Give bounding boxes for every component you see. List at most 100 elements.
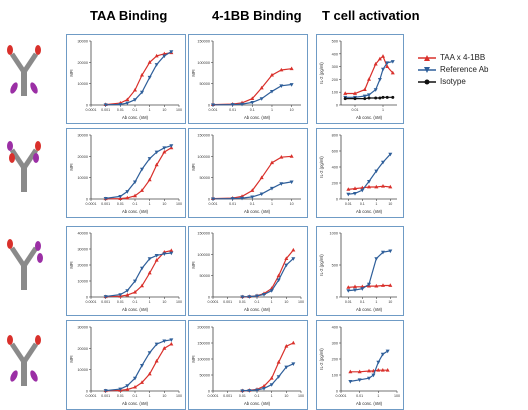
column-header-tcell: T cell activation [322, 8, 420, 23]
series-line-ref [105, 339, 172, 392]
data-point-taa [269, 160, 274, 165]
y-axis-label: MFI [191, 261, 196, 268]
data-point-taa [269, 72, 274, 77]
chart-svg: 0 10000 20000 30000 0.0001 0.001 0.01 0.1 1 10 100… [69, 326, 182, 407]
data-point-taa [259, 175, 264, 180]
y-tick-label: 10000 [77, 176, 88, 180]
data-point-ref [377, 78, 382, 82]
data-point-ref [154, 150, 159, 155]
chart-svg: 0 10000 20000 30000 40000 0.0001 0.001 0.01 0.1 1… [69, 232, 182, 313]
data-point-ref [255, 294, 259, 299]
series-line-taa [212, 155, 292, 200]
data-point-ref [118, 293, 123, 297]
x-tick-label: 0.001 [209, 202, 218, 206]
y-tick-label: 1000 [330, 232, 338, 236]
y-tick-label: 100000 [197, 253, 210, 257]
chart-panel: 0 100 200 300 400 0.0001 0.01 1 100 Ab conc. (nM)… [316, 320, 404, 410]
series-line-taa [105, 147, 172, 200]
data-point-ref [289, 180, 294, 185]
legend-label: Isotype [440, 77, 466, 86]
x-tick-label: 0.01 [239, 300, 246, 304]
data-point-taa [385, 64, 390, 68]
data-point-ref [390, 60, 395, 64]
data-point-taa [139, 380, 144, 384]
x-tick-label: 0.0001 [86, 300, 97, 304]
data-point-ref [147, 257, 152, 261]
y-tick-label: 800 [332, 134, 338, 138]
data-point-ref [118, 387, 123, 392]
data-point-ref [367, 282, 371, 287]
x-tick-label: 0.01 [239, 394, 246, 398]
data-point-ref [374, 257, 379, 261]
data-point-taa [133, 87, 137, 92]
data-point-ref [169, 251, 174, 256]
data-point-taa [133, 193, 137, 198]
data-point-taa [250, 96, 255, 100]
data-point-ref [162, 54, 167, 59]
legend-marker-taa [418, 55, 436, 61]
y-tick-label: 0 [86, 104, 88, 108]
chart-panel: 0 10000 20000 30000 0.0001 0.001 0.01 0.1 1 10 100… [66, 34, 186, 124]
data-point-ref [133, 180, 137, 185]
x-tick-label: 1 [271, 300, 273, 304]
y-tick-label: 0 [208, 198, 210, 202]
chart-panel: 0 10000 20000 30000 0.0001 0.001 0.01 0.1 1 10 100… [66, 320, 186, 410]
data-point-ref [211, 197, 215, 201]
data-point-taa [376, 368, 381, 372]
data-point-taa [125, 292, 130, 297]
y-axis-label: MFI [69, 163, 74, 170]
x-tick-label: 0.001 [101, 108, 110, 112]
data-point-taa [162, 51, 167, 56]
y-tick-label: 20000 [77, 155, 88, 159]
data-point-ref [269, 89, 274, 94]
y-tick-label: 10000 [77, 82, 88, 86]
y-tick-label: 300 [332, 65, 338, 69]
chart-panel: 0 200 400 600 800 0.01 0.1 1 10 Ab conc. (nM) IL-2… [316, 128, 404, 218]
y-tick-label: 100000 [197, 61, 210, 65]
data-point-ref [169, 144, 174, 148]
data-point-ref [125, 384, 130, 388]
chart-svg: 0 50000 100000 150000 0.001 0.01 0.1 1 10 Ab conc… [191, 40, 301, 120]
data-point-taa [367, 368, 371, 373]
x-tick-label: 0.01 [117, 108, 124, 112]
y-tick-label: 50000 [199, 176, 210, 180]
data-point-ref [371, 373, 376, 378]
chart-svg: 0 100 200 300 400 0.0001 0.01 1 100 Ab conc. (nM)… [319, 326, 400, 407]
y-tick-label: 0 [208, 390, 210, 394]
x-tick-label: 1 [271, 202, 273, 206]
data-point-ref [139, 167, 144, 172]
y-tick-label: 0 [86, 296, 88, 300]
x-tick-label: 0.1 [133, 108, 138, 112]
data-point-taa [373, 61, 378, 66]
y-tick-label: 30000 [77, 134, 88, 138]
data-point-ref [133, 98, 137, 102]
x-tick-label: 100 [176, 394, 182, 398]
y-tick-label: 100000 [197, 155, 210, 159]
data-point-ref [291, 362, 296, 366]
data-point-ref [139, 266, 144, 271]
x-tick-label: 0.1 [133, 300, 138, 304]
x-tick-label: 100 [298, 394, 304, 398]
y-tick-label: 0 [336, 296, 338, 300]
y-tick-label: 0 [208, 296, 210, 300]
y-tick-label: 0 [86, 198, 88, 202]
data-point-ref [346, 192, 351, 197]
data-point-taa [125, 387, 130, 391]
data-point-ref [103, 196, 108, 201]
data-point-ref [276, 375, 281, 379]
data-point-taa [169, 248, 174, 252]
data-point-taa [133, 384, 137, 389]
legend: TAA x 4-1BB Reference Ab Isotype [418, 52, 488, 88]
x-tick-label: 0.1 [360, 300, 365, 304]
x-tick-label: 0.01 [356, 394, 363, 398]
x-tick-label: 0.01 [345, 300, 352, 304]
y-axis-label: IL-2 (pg/ml) [319, 62, 324, 84]
y-tick-label: 30000 [77, 248, 88, 252]
data-point-ref [162, 252, 167, 256]
chart-svg: 0 50000 100000 150000 200000 0.0001 0.001 0.01 0… [191, 326, 304, 407]
x-tick-label: 1 [375, 202, 377, 206]
data-point-taa [139, 72, 144, 77]
data-point-taa [154, 258, 159, 262]
data-point-taa [374, 283, 379, 288]
column-header-taa: TAA Binding [90, 8, 168, 23]
